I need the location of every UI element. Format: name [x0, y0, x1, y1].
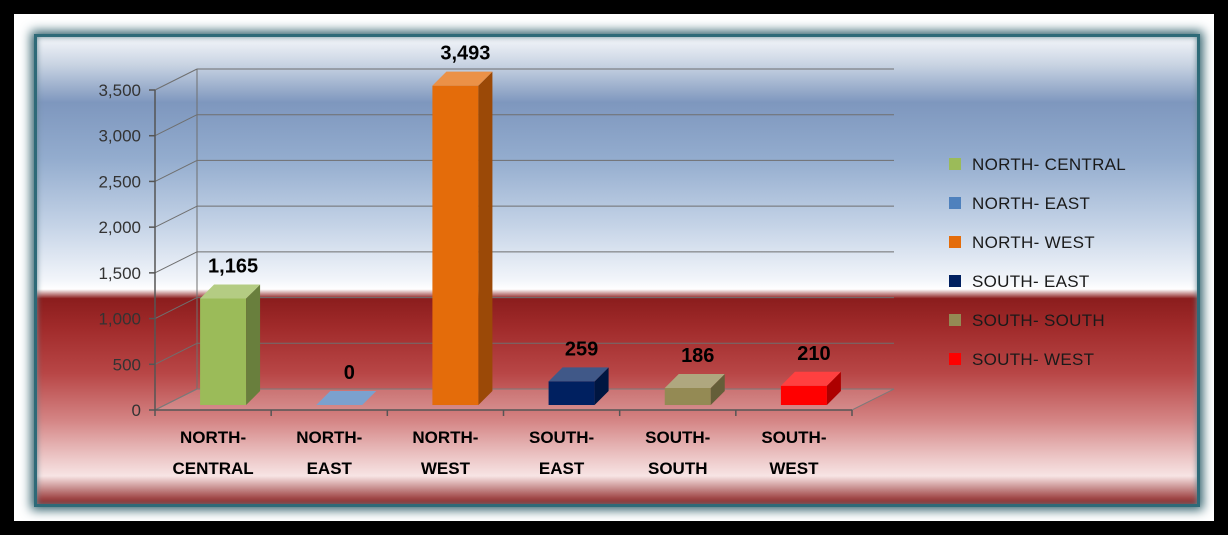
y-tick-label: 500	[113, 355, 141, 374]
bar-side	[594, 367, 609, 405]
data-label: 3,493	[440, 43, 490, 65]
y-tick-label: 2,500	[98, 172, 141, 191]
y-tick-label: 3,000	[98, 127, 141, 146]
legend-swatch	[949, 275, 961, 287]
x-tick-label: NORTH-	[180, 428, 246, 447]
gridline-side	[154, 114, 198, 137]
bar-top	[200, 284, 261, 299]
bar-top	[316, 391, 377, 405]
data-label: 259	[565, 338, 598, 360]
data-label: 210	[797, 343, 830, 365]
legend: NORTH- CENTRAL NORTH- EAST NORTH- WEST SOUT…	[949, 155, 1126, 369]
bar-side	[478, 71, 493, 405]
legend-swatch	[949, 353, 961, 365]
legend-item-label: NORTH- WEST	[972, 233, 1095, 252]
x-tick-label: NORTH-	[412, 428, 478, 447]
bar-side	[826, 371, 841, 405]
bar-side	[710, 373, 725, 405]
legend-swatch	[949, 197, 961, 209]
legend-item-label: SOUTH- EAST	[972, 272, 1090, 291]
y-tick-label: 2,000	[98, 218, 141, 237]
gridline-side	[154, 297, 198, 320]
bar-front	[200, 298, 247, 405]
y-tick-label: 0	[132, 401, 141, 420]
bar-6	[780, 371, 841, 405]
bar-front	[780, 385, 827, 405]
y-tick-label: 3,500	[98, 81, 141, 100]
bar-top	[664, 373, 725, 388]
bar-front	[548, 381, 595, 405]
x-tick-label: WEST	[769, 459, 819, 478]
gridline-side	[154, 205, 198, 228]
legend-item-label: NORTH- CENTRAL	[972, 155, 1126, 174]
y-tick-label: 1,500	[98, 264, 141, 283]
bar-1	[200, 284, 261, 405]
gridline-side	[154, 68, 198, 91]
bar-front	[432, 85, 479, 405]
bar-chart: 0 500 1,000 1,500 2,000 2,500 3,000 3,500 1,165 N…	[98, 43, 1126, 478]
legend-item-label: SOUTH- SOUTH	[972, 311, 1105, 330]
x-tick-label: SOUTH-	[761, 428, 826, 447]
legend-swatch	[949, 158, 961, 170]
bar-top	[548, 367, 609, 382]
chart-panel: 0 500 1,000 1,500 2,000 2,500 3,000 3,500 1,165 N…	[34, 34, 1200, 507]
x-tick-label: NORTH-	[296, 428, 362, 447]
x-tick-label: EAST	[307, 459, 353, 478]
x-tick-label: SOUTH	[648, 459, 708, 478]
x-tick-label: CENTRAL	[172, 459, 253, 478]
gridline-side	[154, 342, 198, 365]
bar-5	[664, 373, 725, 405]
x-tick-label: SOUTH-	[645, 428, 710, 447]
bar-3	[432, 71, 493, 405]
data-label: 0	[344, 362, 355, 384]
image-frame: 0 500 1,000 1,500 2,000 2,500 3,000 3,500 1,165 N…	[14, 14, 1214, 521]
x-tick-label: EAST	[539, 459, 585, 478]
bar-side	[246, 284, 261, 405]
gridlines	[154, 68, 894, 411]
y-tick-label: 1,000	[98, 310, 141, 329]
x-tick-label: SOUTH-	[529, 428, 594, 447]
gridline-side	[154, 159, 198, 182]
bar-4	[548, 367, 609, 405]
legend-swatch	[949, 236, 961, 248]
legend-swatch	[949, 314, 961, 326]
gridline-side	[154, 251, 198, 274]
bar-2	[316, 391, 377, 405]
bar-front	[664, 387, 711, 405]
data-label: 186	[681, 345, 714, 367]
bar-top	[432, 71, 493, 86]
legend-item-label: SOUTH- WEST	[972, 350, 1094, 369]
legend-item-label: NORTH- EAST	[972, 194, 1090, 213]
x-tick-label: WEST	[421, 459, 471, 478]
bar-top	[780, 371, 841, 386]
data-label: 1,165	[208, 255, 258, 277]
